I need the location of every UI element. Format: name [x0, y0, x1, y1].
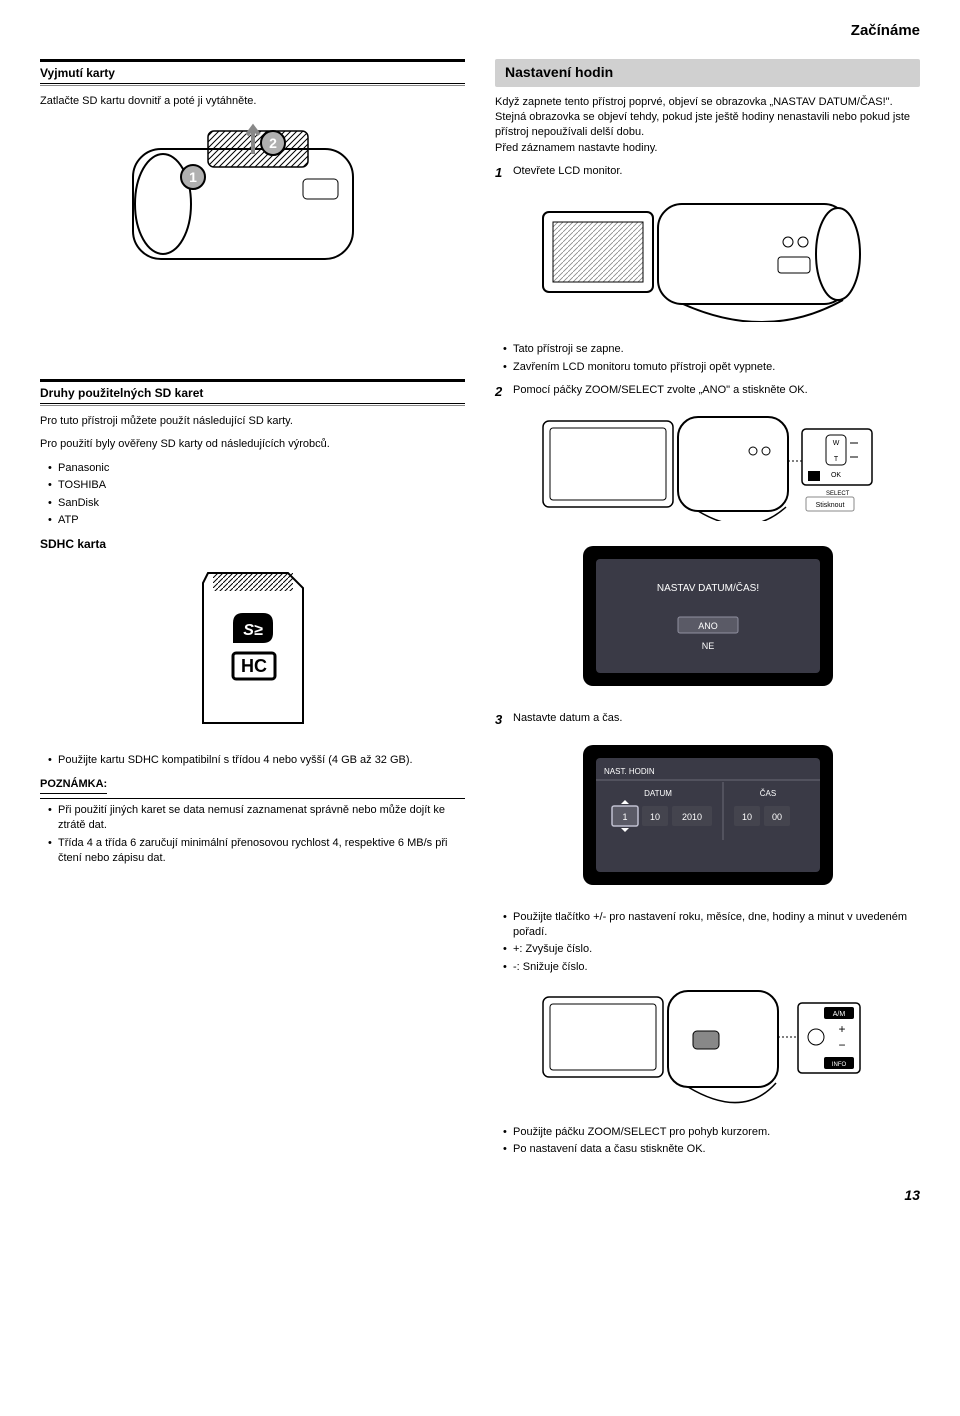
page-number: 13	[40, 1186, 920, 1206]
step3-sub: -: Snižuje číslo.	[503, 960, 920, 975]
step-num-3: 3	[495, 711, 507, 729]
types-text2: Pro použití byly ověřeny SD karty od nás…	[40, 437, 465, 452]
svg-text:10: 10	[741, 812, 751, 822]
final-bullet: Použijte páčku ZOOM/SELECT pro pohyb kur…	[503, 1125, 920, 1140]
lcd-cas: ČAS	[759, 789, 775, 798]
stisknout-label: Stisknout	[815, 502, 844, 509]
step-2-text: Pomocí páčky ZOOM/SELECT zvolte „ANO" a …	[513, 383, 808, 401]
brand-list: Panasonic TOSHIBA SanDisk ATP	[40, 461, 465, 529]
eject-header: Vyjmutí karty	[40, 59, 465, 84]
lcd-ne: NE	[701, 641, 714, 651]
svg-text:T: T	[833, 456, 838, 463]
step2-illustration: W T OK SELECT Stisknout	[495, 411, 920, 521]
svg-text:+: +	[838, 1022, 845, 1036]
clock-title-box: Nastavení hodin	[495, 59, 920, 87]
eject-title: Vyjmutí karty	[40, 65, 465, 82]
brand-item: Panasonic	[48, 461, 465, 476]
final-bullets: Použijte páčku ZOOM/SELECT pro pohyb kur…	[495, 1125, 920, 1158]
types-header: Druhy použitelných SD karet	[40, 379, 465, 404]
compat-bullet: Použijte kartu SDHC kompatibilní s třído…	[48, 753, 465, 768]
left-column: Vyjmutí karty Zatlačte SD kartu dovnitř …	[40, 59, 465, 1166]
note-list: Při použití jiných karet se data nemusí …	[40, 803, 465, 867]
step-num-2: 2	[495, 383, 507, 401]
svg-text:1: 1	[189, 169, 197, 185]
svg-text:2: 2	[269, 135, 277, 151]
step-1: 1 Otevřete LCD monitor.	[495, 164, 920, 182]
svg-text:1: 1	[622, 812, 627, 822]
step1-bullet: Tato přístroji se zapne.	[503, 342, 920, 357]
step1-illustration	[495, 192, 920, 322]
sdhc-title: SDHC karta	[40, 536, 465, 553]
sdhc-card-illustration: S≥ HC	[40, 563, 465, 733]
page-header-title: Začínáme	[40, 20, 920, 41]
brand-item: TOSHIBA	[48, 478, 465, 493]
lcd-ano: ANO	[698, 621, 718, 631]
step3-bullet: Použijte tlačítko +/- pro nastavení roku…	[503, 910, 920, 941]
svg-text:S≥: S≥	[243, 622, 263, 639]
svg-text:2010: 2010	[681, 812, 701, 822]
lcd-datum: DATUM	[644, 789, 672, 798]
right-column: Nastavení hodin Když zapnete tento příst…	[495, 59, 920, 1166]
step-3-text: Nastavte datum a čas.	[513, 711, 622, 729]
final-illustration: A/M + − INFO	[495, 985, 920, 1105]
clock-intro: Když zapnete tento přístroj poprvé, obje…	[495, 95, 920, 157]
lcd-nastav-screen: NASTAV DATUM/ČAS! ANO NE	[495, 541, 920, 691]
info-label: INFO	[831, 1062, 846, 1068]
step1-bullet: Zavřením LCD monitoru tomuto přístroji o…	[503, 360, 920, 375]
types-title: Druhy použitelných SD karet	[40, 385, 465, 402]
note-label: POZNÁMKA:	[40, 777, 465, 798]
svg-text:−: −	[838, 1038, 845, 1052]
ok-label: OK	[830, 472, 840, 479]
eject-text: Zatlačte SD kartu dovnitř a poté ji vytá…	[40, 94, 465, 109]
lcd-date-screen: NAST. HODIN DATUM ČAS 1 10 2010 10 00	[495, 740, 920, 890]
brand-item: ATP	[48, 513, 465, 528]
lcd-nasthodin: NAST. HODIN	[604, 767, 655, 776]
am-label: A/M	[832, 1011, 845, 1018]
step-1-text: Otevřete LCD monitor.	[513, 164, 622, 182]
types-text1: Pro tuto přístroji můžete použít následu…	[40, 414, 465, 429]
svg-text:W: W	[832, 440, 839, 447]
lcd-title: NASTAV DATUM/ČAS!	[656, 581, 758, 594]
svg-text:00: 00	[771, 812, 781, 822]
step1-bullets: Tato přístroji se zapne. Zavřením LCD mo…	[495, 342, 920, 375]
svg-text:HC: HC	[241, 656, 267, 676]
step3-sub: +: Zvyšuje číslo.	[503, 942, 920, 957]
final-bullet: Po nastavení data a času stiskněte OK.	[503, 1142, 920, 1157]
main-columns: Vyjmutí karty Zatlačte SD kartu dovnitř …	[40, 59, 920, 1166]
brand-item: SanDisk	[48, 496, 465, 511]
step-3: 3 Nastavte datum a čas.	[495, 711, 920, 729]
select-label: SELECT	[826, 491, 850, 497]
svg-text:10: 10	[649, 812, 659, 822]
step3-bullets: Použijte tlačítko +/- pro nastavení roku…	[495, 910, 920, 976]
note-item: Třída 4 a třída 6 zaručují minimální pře…	[48, 836, 465, 867]
note-item: Při použití jiných karet se data nemusí …	[48, 803, 465, 834]
eject-illustration: 1 2	[40, 119, 465, 279]
compat-list: Použijte kartu SDHC kompatibilní s třído…	[40, 753, 465, 768]
step-num-1: 1	[495, 164, 507, 182]
step-2: 2 Pomocí páčky ZOOM/SELECT zvolte „ANO" …	[495, 383, 920, 401]
